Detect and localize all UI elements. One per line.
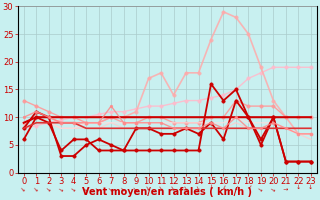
Text: ↓: ↓ bbox=[232, 185, 239, 192]
Text: ↓: ↓ bbox=[58, 185, 65, 192]
Text: ↓: ↓ bbox=[308, 185, 314, 190]
Text: ↓: ↓ bbox=[20, 185, 28, 192]
Text: ↓: ↓ bbox=[70, 185, 77, 192]
Text: ↓: ↓ bbox=[220, 185, 227, 192]
Text: ↓: ↓ bbox=[296, 185, 301, 190]
Text: ↓: ↓ bbox=[95, 185, 102, 192]
Text: ↓: ↓ bbox=[120, 185, 127, 192]
Text: ↓: ↓ bbox=[245, 185, 252, 192]
Text: ↓: ↓ bbox=[83, 185, 90, 192]
Text: ↓: ↓ bbox=[195, 185, 202, 192]
Text: ↓: ↓ bbox=[257, 185, 264, 192]
Text: ↓: ↓ bbox=[132, 185, 140, 192]
Text: ↓: ↓ bbox=[33, 185, 40, 192]
Text: ↓: ↓ bbox=[170, 185, 177, 192]
Text: ↓: ↓ bbox=[284, 185, 288, 190]
Text: ↓: ↓ bbox=[145, 185, 152, 192]
Text: ↓: ↓ bbox=[182, 185, 189, 192]
Text: ↓: ↓ bbox=[45, 185, 52, 192]
Text: ↓: ↓ bbox=[157, 185, 164, 192]
X-axis label: Vent moyen/en rafales ( km/h ): Vent moyen/en rafales ( km/h ) bbox=[82, 187, 252, 197]
Text: ↓: ↓ bbox=[270, 185, 277, 192]
Text: ↓: ↓ bbox=[208, 185, 214, 190]
Text: ↓: ↓ bbox=[108, 185, 115, 192]
